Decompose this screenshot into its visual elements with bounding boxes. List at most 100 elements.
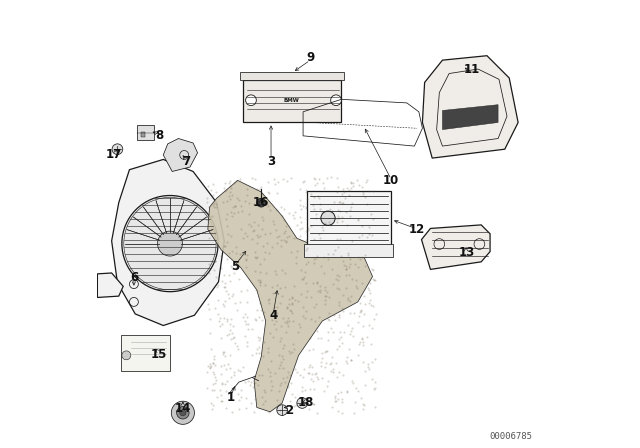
Point bbox=[220, 179, 230, 186]
Point bbox=[235, 298, 245, 305]
Point bbox=[360, 367, 371, 375]
Point bbox=[268, 290, 278, 297]
Text: 14: 14 bbox=[175, 402, 191, 415]
Point bbox=[227, 408, 237, 415]
Point bbox=[297, 225, 307, 232]
Point bbox=[229, 368, 239, 375]
Point bbox=[241, 186, 252, 193]
Point bbox=[209, 203, 219, 211]
Point bbox=[337, 185, 348, 193]
Point bbox=[254, 372, 264, 379]
Point bbox=[235, 250, 245, 257]
Point bbox=[252, 253, 262, 260]
Point bbox=[324, 294, 335, 301]
Point bbox=[245, 379, 255, 386]
Point bbox=[320, 292, 330, 299]
Point bbox=[285, 371, 295, 378]
Point bbox=[334, 272, 344, 280]
Point bbox=[334, 313, 344, 320]
Point bbox=[344, 192, 354, 199]
Polygon shape bbox=[111, 159, 224, 326]
Point bbox=[348, 379, 358, 386]
Point bbox=[275, 359, 285, 366]
Point bbox=[308, 385, 319, 392]
Point bbox=[328, 366, 339, 373]
Point bbox=[308, 205, 319, 212]
Point bbox=[221, 215, 232, 223]
Point bbox=[301, 228, 312, 235]
Point bbox=[230, 249, 241, 256]
Point bbox=[314, 231, 324, 238]
Text: 17: 17 bbox=[106, 148, 122, 161]
Point bbox=[305, 361, 315, 368]
Point bbox=[313, 375, 323, 382]
Point bbox=[315, 288, 325, 295]
Point bbox=[298, 276, 308, 283]
Point bbox=[266, 386, 276, 393]
Point bbox=[317, 350, 327, 357]
Point bbox=[365, 296, 376, 303]
Point bbox=[341, 209, 351, 216]
Point bbox=[249, 226, 259, 233]
Point bbox=[346, 204, 356, 211]
Point bbox=[321, 347, 332, 354]
Point bbox=[307, 293, 317, 300]
Point bbox=[358, 190, 368, 197]
Point bbox=[243, 321, 253, 328]
Point bbox=[309, 400, 319, 407]
Point bbox=[271, 271, 281, 278]
Point bbox=[236, 203, 246, 210]
Point bbox=[326, 324, 336, 332]
Point bbox=[368, 267, 378, 274]
Circle shape bbox=[112, 144, 123, 155]
Point bbox=[337, 200, 348, 207]
Point bbox=[291, 253, 301, 260]
Point bbox=[217, 381, 227, 388]
Point bbox=[312, 279, 322, 286]
Point bbox=[363, 363, 373, 370]
Point bbox=[275, 362, 285, 369]
Point bbox=[226, 262, 236, 269]
Point bbox=[221, 366, 232, 373]
Point bbox=[343, 295, 353, 302]
Polygon shape bbox=[442, 105, 498, 129]
Point bbox=[221, 288, 231, 295]
Point bbox=[252, 276, 262, 283]
Point bbox=[346, 331, 356, 338]
Point bbox=[346, 179, 356, 186]
Point bbox=[296, 205, 306, 212]
Point bbox=[246, 174, 257, 181]
Point bbox=[240, 317, 250, 324]
Point bbox=[217, 277, 227, 284]
Point bbox=[230, 340, 241, 347]
Point bbox=[281, 222, 291, 229]
Point bbox=[212, 297, 223, 304]
Point bbox=[370, 276, 380, 284]
Point bbox=[346, 327, 356, 335]
Point bbox=[219, 272, 229, 279]
Point bbox=[310, 370, 320, 377]
Point bbox=[212, 282, 223, 289]
Point bbox=[257, 372, 268, 379]
Point bbox=[276, 335, 286, 342]
Point bbox=[207, 380, 218, 387]
Point bbox=[333, 183, 343, 190]
Point bbox=[236, 386, 246, 393]
Point bbox=[252, 346, 262, 353]
Circle shape bbox=[297, 398, 308, 408]
Point bbox=[323, 329, 333, 336]
Polygon shape bbox=[97, 273, 124, 297]
Point bbox=[228, 334, 238, 341]
Point bbox=[343, 321, 353, 328]
Point bbox=[232, 343, 242, 350]
Point bbox=[344, 186, 355, 193]
Point bbox=[260, 230, 270, 237]
Point bbox=[252, 255, 262, 262]
Point bbox=[340, 265, 351, 272]
Point bbox=[218, 350, 228, 357]
Point bbox=[276, 236, 287, 243]
Point bbox=[332, 189, 342, 196]
Point bbox=[225, 195, 235, 202]
Point bbox=[211, 377, 221, 384]
Point bbox=[211, 305, 221, 312]
